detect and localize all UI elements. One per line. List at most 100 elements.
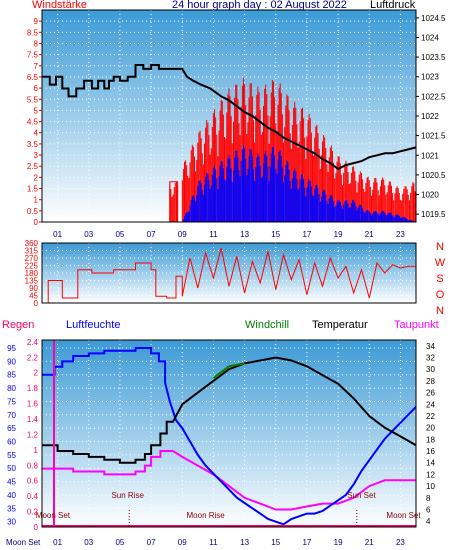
panel-border — [41, 9, 417, 223]
y-tick-temperature: 20 — [426, 424, 435, 433]
x-tick: 07 — [147, 230, 156, 239]
astro-annotation: Moon Set — [386, 511, 421, 520]
x-tick: 23 — [396, 538, 405, 547]
y-tick-pressure: 1023.5 — [421, 53, 446, 62]
panel-temp-humidity — [42, 340, 416, 527]
y-tick-rain: 2 — [34, 369, 39, 378]
y-tick-rain: 2.2 — [27, 353, 39, 362]
y-tick-wind: 8 — [34, 39, 39, 48]
y-tick-temperature: 32 — [426, 354, 435, 363]
y-tick-wind: 1 — [34, 196, 39, 205]
astro-annotation: Moon Set — [36, 511, 71, 520]
y-tick-wind: 3.5 — [27, 140, 39, 149]
y-tick-humidity: 45 — [7, 478, 16, 487]
y-tick-humidity: 70 — [7, 411, 16, 420]
x-tick: 23 — [396, 230, 405, 239]
pressure-label: Luftdruck — [370, 0, 416, 11]
rain-label: Regen — [2, 319, 35, 331]
y-tick-rain: 1.2 — [27, 430, 39, 439]
y-tick-pressure: 1020.5 — [421, 171, 446, 180]
x-tick: 17 — [302, 230, 311, 239]
y-tick-pressure: 1021.5 — [421, 132, 446, 141]
x-tick: 11 — [209, 230, 218, 239]
x-tick: 07 — [147, 538, 156, 547]
y-tick-wind: 4 — [34, 129, 39, 138]
y-tick-compass: N — [436, 305, 444, 317]
y-tick-rain: 1 — [34, 446, 39, 455]
y-tick-pressure: 1024 — [421, 33, 439, 42]
y-tick-compass: W — [435, 257, 446, 269]
y-tick-direction: 360 — [25, 239, 39, 248]
y-tick-wind: 0.5 — [27, 207, 39, 216]
windchill-series — [212, 362, 245, 379]
x-tick: 11 — [209, 538, 218, 547]
y-tick-humidity: 55 — [7, 451, 16, 460]
dewpoint-series — [42, 450, 416, 511]
y-tick-wind: 7 — [34, 62, 39, 71]
y-tick-wind: 4.5 — [27, 118, 39, 127]
y-tick-temperature: 34 — [426, 342, 435, 351]
y-tick-direction: 270 — [25, 254, 39, 263]
y-tick-compass: O — [436, 289, 445, 301]
y-tick-direction: 0 — [34, 299, 39, 308]
y-tick-temperature: 6 — [426, 505, 431, 514]
y-tick-humidity: 30 — [7, 518, 16, 527]
x-tick: 01 — [53, 230, 62, 239]
x-tick: 15 — [271, 230, 280, 239]
y-tick-compass: N — [436, 241, 444, 253]
y-tick-wind: 7.5 — [27, 51, 39, 60]
x-tick: 19 — [334, 538, 343, 547]
y-tick-rain: 0.6 — [27, 477, 39, 486]
y-tick-direction: 45 — [29, 292, 38, 301]
y-tick-direction: 90 — [29, 284, 38, 293]
y-tick-rain: 1.4 — [27, 415, 39, 424]
y-tick-humidity: 80 — [7, 384, 16, 393]
x-tick: 05 — [115, 230, 124, 239]
x-tick: 09 — [178, 230, 187, 239]
astro-annotation: Moon Rise — [187, 511, 226, 520]
y-tick-wind: 8.5 — [27, 28, 39, 37]
x-tick: 21 — [365, 230, 374, 239]
y-tick-temperature: 4 — [426, 517, 431, 526]
y-tick-temperature: 26 — [426, 389, 435, 398]
x-tick: 19 — [334, 230, 343, 239]
y-tick-temperature: 10 — [426, 482, 435, 491]
y-tick-rain: 2.4 — [27, 338, 39, 347]
y-tick-wind: 6 — [34, 84, 39, 93]
y-tick-temperature: 16 — [426, 447, 435, 456]
astro-annotation: Sun Rise — [111, 491, 144, 500]
pressure-series — [42, 64, 417, 171]
direction-series — [42, 247, 416, 304]
y-tick-direction: 315 — [25, 247, 39, 256]
y-tick-humidity: 35 — [7, 504, 16, 513]
y-tick-wind: 2.5 — [27, 162, 39, 171]
x-tick: 15 — [271, 538, 280, 547]
x-tick: 13 — [240, 538, 249, 547]
temperature-label: Temperatur — [312, 319, 368, 331]
x-tick: 09 — [178, 538, 187, 547]
windchill-label: Windchill — [245, 319, 290, 331]
y-tick-temperature: 24 — [426, 400, 435, 409]
x-tick: 21 — [365, 538, 374, 547]
y-tick-rain: 0.2 — [27, 508, 39, 517]
y-tick-rain: 0.4 — [27, 492, 39, 501]
dewpoint-label: Taupunkt — [394, 319, 439, 331]
y-tick-rain: 0.8 — [27, 461, 39, 470]
x-tick: 17 — [302, 538, 311, 547]
temperature-series — [42, 356, 417, 464]
y-tick-humidity: 95 — [7, 344, 16, 353]
y-tick-pressure: 1023 — [421, 73, 439, 82]
y-tick-temperature: 18 — [426, 435, 435, 444]
y-tick-temperature: 28 — [426, 377, 435, 386]
y-tick-direction: 225 — [25, 262, 39, 271]
y-tick-humidity: 40 — [7, 491, 16, 500]
y-tick-wind: 5 — [34, 106, 39, 115]
chart-title: 24 hour graph day : 02 August 2022 — [172, 0, 347, 11]
y-tick-pressure: 1021 — [421, 151, 439, 160]
y-tick-pressure: 1022.5 — [421, 92, 446, 101]
x-tick: 05 — [115, 538, 124, 547]
y-tick-temperature: 8 — [426, 494, 431, 503]
y-tick-temperature: 30 — [426, 365, 435, 374]
wind-strength-label: Windstärke — [32, 0, 88, 11]
